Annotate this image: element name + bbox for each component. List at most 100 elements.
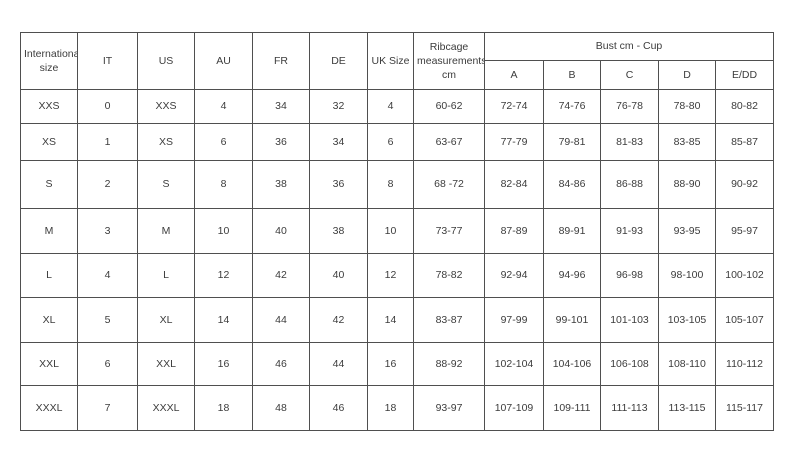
table-cell: 111-113 [600,385,659,431]
table-cell: M [137,208,195,254]
table-row-s: S 2 S 8 38 36 8 68 -72 82-84 84-86 86-88 88-90 90-92 [20,160,775,209]
table-cell: 76-78 [600,89,659,124]
col-header-fr: FR [252,32,310,90]
table-cell: 8 [367,160,414,209]
table-cell: 34 [309,123,368,161]
col-header-cup-edd: E/DD [714,60,775,90]
table-cell: 85-87 [714,123,775,161]
table-cell: 12 [194,253,253,298]
table-cell: 78-82 [413,253,485,298]
table-cell: 98-100 [658,253,716,298]
table-cell: 107-109 [484,385,544,431]
table-cell: 36 [252,123,310,161]
table-cell: 115-117 [714,385,775,431]
table-cell: 6 [77,342,138,386]
table-cell: 108-110 [658,342,716,386]
table-cell: 77-79 [484,123,544,161]
table-cell: 46 [309,385,368,431]
table-cell: 95-97 [714,208,775,254]
table-cell: 10 [194,208,253,254]
table-cell: 40 [252,208,310,254]
table-cell: 109-111 [543,385,601,431]
table-cell: XXL [137,342,195,386]
table-body: XXS 0 XXS 4 34 32 4 60-62 72-74 74-76 76-78 78-80 80… [20,89,775,431]
table-cell: 18 [194,385,253,431]
table-header: International size IT US AU FR DE UK Siz… [20,32,775,90]
table-cell: 6 [367,123,414,161]
table-cell: 87-89 [484,208,544,254]
table-cell: 101-103 [600,297,659,343]
col-header-cup-a: A [484,60,544,90]
table-cell: 4 [194,89,253,124]
table-cell: 99-101 [543,297,601,343]
table-cell: 100-102 [714,253,775,298]
table-cell: 4 [367,89,414,124]
table-cell: 6 [194,123,253,161]
table-cell: XS [137,123,195,161]
col-header-international-size: International size [20,32,78,90]
col-header-us: US [137,32,195,90]
table-cell: 84-86 [543,160,601,209]
table-cell: 8 [194,160,253,209]
table-cell: 90-92 [714,160,775,209]
table-cell: 102-104 [484,342,544,386]
table-cell: XXS [20,89,78,124]
table-cell: 5 [77,297,138,343]
size-chart-table: International size IT US AU FR DE UK Siz… [20,32,775,431]
col-header-de: DE [309,32,368,90]
table-cell: 38 [252,160,310,209]
table-cell: 46 [252,342,310,386]
table-cell: 110-112 [714,342,775,386]
table-cell: 0 [77,89,138,124]
table-cell: 79-81 [543,123,601,161]
table-cell: XXXL [137,385,195,431]
table-row-xxs: XXS 0 XXS 4 34 32 4 60-62 72-74 74-76 76-78 78-80 80… [20,89,775,124]
table-row-xs: XS 1 XS 6 36 34 6 63-67 77-79 79-81 81-83 83-85 85-8… [20,123,775,161]
table-cell: 14 [367,297,414,343]
col-header-cup-c: C [600,60,659,90]
table-cell: 4 [77,253,138,298]
col-header-it: IT [77,32,138,90]
table-cell: 91-93 [600,208,659,254]
table-cell: 3 [77,208,138,254]
table-cell: 106-108 [600,342,659,386]
table-cell: XS [20,123,78,161]
table-cell: 38 [309,208,368,254]
table-cell: 72-74 [484,89,544,124]
table-cell: 80-82 [714,89,775,124]
table-cell: 42 [252,253,310,298]
table-cell: 103-105 [658,297,716,343]
table-cell: 88-90 [658,160,716,209]
table-cell: 78-80 [658,89,716,124]
table-cell: 74-76 [543,89,601,124]
table-cell: 113-115 [658,385,716,431]
table-cell: 12 [367,253,414,298]
table-cell: 7 [77,385,138,431]
col-header-uk-size: UK Size [367,32,414,90]
table-cell: 96-98 [600,253,659,298]
table-cell: 1 [77,123,138,161]
table-cell: 93-95 [658,208,716,254]
table-row-xxl: XXL 6 XXL 16 46 44 16 88-92 102-104 104-106 106-10… [20,342,775,386]
col-header-cup-d: D [658,60,716,90]
table-cell: XXL [20,342,78,386]
table-cell: 105-107 [714,297,775,343]
table-cell: 44 [309,342,368,386]
table-cell: XXXL [20,385,78,431]
table-cell: 60-62 [413,89,485,124]
table-row-l: L 4 L 12 42 40 12 78-82 92-94 94-96 96-98 98-100 100… [20,253,775,298]
table-cell: 73-77 [413,208,485,254]
table-cell: L [20,253,78,298]
table-cell: 48 [252,385,310,431]
table-cell: 97-99 [484,297,544,343]
table-cell: 88-92 [413,342,485,386]
table-cell: 83-85 [658,123,716,161]
table-cell: M [20,208,78,254]
table-cell: 16 [367,342,414,386]
table-cell: 89-91 [543,208,601,254]
table-cell: 2 [77,160,138,209]
table-cell: 14 [194,297,253,343]
table-cell: 104-106 [543,342,601,386]
table-cell: 40 [309,253,368,298]
